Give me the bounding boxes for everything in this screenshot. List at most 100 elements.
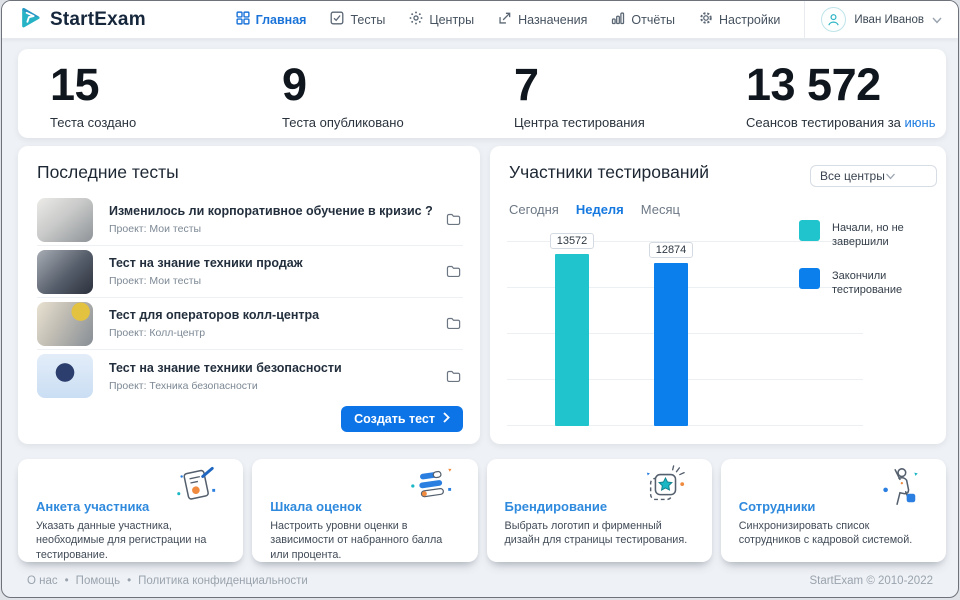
bar-value-label: 13572	[549, 233, 595, 249]
stat-value: 13 572	[746, 59, 881, 110]
centers-dropdown[interactable]: Все центры	[810, 165, 937, 187]
legend-swatch-blue	[799, 267, 820, 289]
tab-month[interactable]: Месяц	[640, 202, 680, 217]
test-thumbnail	[37, 197, 93, 242]
month-link[interactable]: июнь	[904, 115, 936, 131]
checkbox-icon	[330, 11, 344, 28]
branding-star-icon	[642, 465, 688, 514]
chevron-down-icon	[885, 169, 896, 183]
card-description: Синхронизировать список сотрудников с ка…	[738, 520, 913, 547]
test-title: Тест на знание техники безопасности	[109, 360, 342, 375]
footer-link-help[interactable]: Помощь	[75, 575, 121, 587]
test-project: Проект: Техника безопасности	[109, 379, 258, 392]
footer-separator: •	[127, 575, 132, 587]
period-tabs: Сегодня Неделя Месяц	[509, 202, 680, 217]
employees-icon	[876, 465, 922, 514]
page-footer: О нас • Помощь • Политика конфиденциальн…	[2, 565, 958, 597]
chart-legend: Начали, но не завершили Закончили тестир…	[799, 220, 946, 297]
bar-value-label: 12874	[648, 242, 694, 258]
test-project: Проект: Колл-центр	[109, 327, 206, 339]
startexam-logo-icon	[18, 5, 43, 35]
legend-entry-started: Начали, но не завершили	[799, 220, 946, 250]
tests-list: Изменилось ли корпоративное обучение в к…	[37, 194, 463, 402]
chevron-right-icon	[443, 412, 450, 426]
top-navigation: StartExam Главная Тесты	[2, 1, 958, 39]
folder-icon[interactable]	[443, 213, 463, 226]
test-row[interactable]: Тест на знание техники безопасности Прое…	[37, 350, 463, 402]
brand-logo[interactable]: StartExam	[18, 5, 146, 35]
stat-tests-created: 15 Теста создано	[18, 49, 250, 138]
folder-icon[interactable]	[443, 265, 463, 278]
feature-cards: Анкета участника Указать данные участник…	[18, 459, 946, 562]
card-grade-scale[interactable]: Шкала оценок Настроить уровни оценки в з…	[252, 459, 478, 562]
nav-label: Назначения	[518, 12, 588, 27]
legend-entry-finished: Закончили тестирование	[799, 267, 946, 298]
nav-item-settings[interactable]: Настройки	[699, 11, 780, 28]
bar-finished-fill	[654, 263, 688, 426]
folder-icon[interactable]	[443, 370, 463, 383]
stat-testing-centers: 7 Центра тестирования	[482, 49, 714, 138]
stat-value: 15	[50, 59, 100, 110]
nav-label: Тесты	[350, 12, 386, 27]
nav-item-assignments[interactable]: Назначения	[498, 11, 587, 28]
stat-label: Теста создано	[50, 115, 137, 131]
test-row[interactable]: Тест для операторов колл-центра Проект: …	[37, 298, 463, 350]
recent-tests-panel: Последние тесты Изменилось ли корпоратив…	[18, 146, 480, 444]
card-branding[interactable]: Брендирование Выбрать логотип и фирменны…	[486, 459, 712, 562]
dotted-hub-icon	[409, 11, 423, 28]
footer-link-privacy[interactable]: Политика конфиденциальности	[138, 575, 308, 587]
nav-item-centers[interactable]: Центры	[409, 11, 474, 28]
test-row[interactable]: Тест на знание техники продаж Проект: Мо…	[37, 246, 463, 298]
card-title: Сотрудники	[738, 499, 816, 514]
grid-icon	[236, 11, 250, 28]
stat-value: 7	[514, 59, 539, 110]
test-thumbnail	[37, 354, 93, 398]
test-project: Проект: Мои тесты	[109, 275, 202, 287]
card-description: Выбрать логотип и фирменный дизайн для с…	[504, 520, 688, 547]
card-title: Анкета участника	[36, 499, 150, 514]
create-test-label: Создать тест	[354, 412, 435, 426]
dropdown-value: Все центры	[820, 169, 885, 183]
bar-started: 13572	[549, 233, 595, 426]
brand-name: StartExam	[50, 8, 146, 30]
card-description: Настроить уровни оценки в зависимости от…	[270, 520, 443, 561]
nav-label: Главная	[255, 12, 307, 27]
test-title: Тест на знание техники продаж	[109, 256, 303, 270]
chevron-down-icon	[932, 11, 942, 29]
test-info: Изменилось ли корпоративное обучение в к…	[109, 204, 443, 235]
tab-today[interactable]: Сегодня	[509, 202, 559, 217]
participants-panel: Участники тестирований Все центры Сегодн…	[490, 146, 946, 444]
legend-label: Начали, но не завершили	[832, 222, 904, 249]
nav-item-tests[interactable]: Тесты	[330, 11, 385, 28]
stat-label: Центра тестирования	[514, 115, 645, 131]
gear-icon	[699, 11, 713, 28]
card-employees[interactable]: Сотрудники Синхронизировать список сотру…	[720, 459, 946, 562]
footer-link-about[interactable]: О нас	[27, 575, 58, 587]
stat-label: Теста опубликовано	[282, 115, 404, 131]
user-menu[interactable]: Иван Иванов	[804, 1, 942, 39]
test-info: Тест для операторов колл-центра Проект: …	[109, 308, 443, 339]
stat-label-text: Сеансов тестирования за	[746, 115, 901, 131]
card-title: Брендирование	[504, 499, 608, 514]
folder-icon[interactable]	[443, 317, 463, 330]
nav-item-home[interactable]: Главная	[236, 11, 307, 28]
bar-started-fill	[555, 254, 589, 426]
main-menu: Главная Тесты	[236, 11, 780, 28]
card-title: Шкала оценок	[270, 499, 362, 514]
card-description: Указать данные участника, необходимые дл…	[36, 520, 207, 561]
test-title: Изменилось ли корпоративное обучение в к…	[109, 204, 433, 218]
nav-label: Отчёты	[631, 12, 676, 27]
bar-report-icon	[611, 11, 625, 28]
create-test-button[interactable]: Создать тест	[341, 406, 463, 432]
stats-summary: 15 Теста создано 9 Теста опубликовано 7 …	[18, 49, 946, 138]
user-avatar-icon	[821, 7, 847, 32]
assign-arrow-icon	[498, 11, 512, 28]
test-row[interactable]: Изменилось ли корпоративное обучение в к…	[37, 194, 463, 246]
tab-week[interactable]: Неделя	[575, 202, 624, 217]
footer-separator: •	[64, 575, 69, 587]
stat-label: Сеансов тестирования за июнь	[746, 115, 936, 130]
participants-title: Участники тестирований	[509, 162, 710, 182]
nav-item-reports[interactable]: Отчёты	[611, 11, 675, 28]
card-participant-form[interactable]: Анкета участника Указать данные участник…	[18, 459, 244, 562]
